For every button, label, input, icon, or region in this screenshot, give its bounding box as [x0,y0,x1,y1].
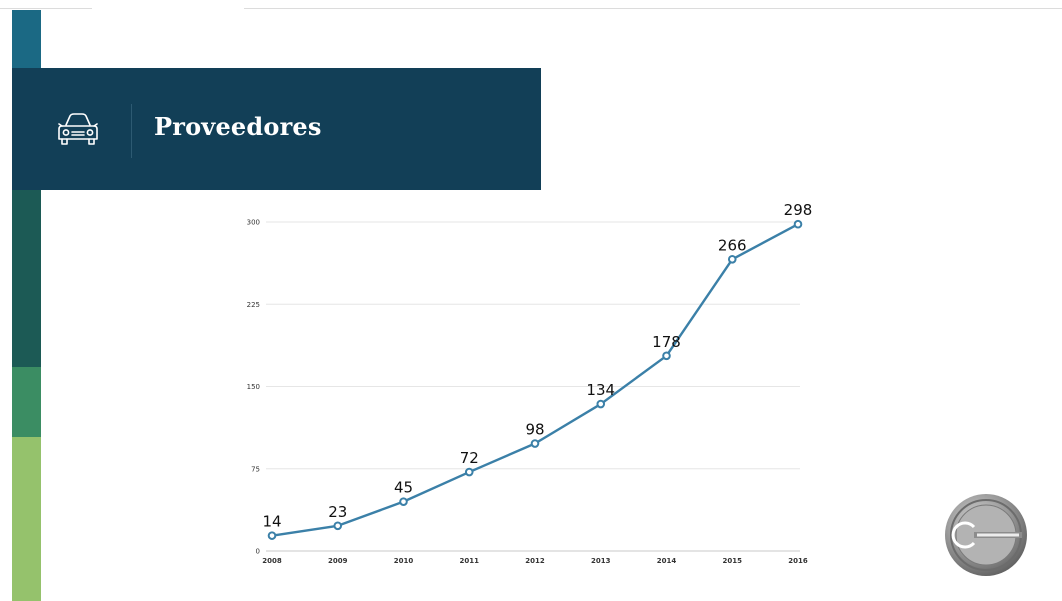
car-icon [56,111,100,151]
section-header: Proveedores [12,68,541,190]
x-tick-label: 2009 [328,557,348,565]
top-rule [0,8,1062,9]
company-seal-logo [944,493,1028,577]
y-tick-label: 75 [251,465,260,473]
sidebar-segment-3 [12,367,41,437]
header-divider [131,104,132,158]
data-point [464,467,474,477]
data-label: 298 [784,201,813,219]
x-tick-label: 2014 [657,557,677,565]
page-title: Proveedores [154,112,322,141]
x-tick-label: 2016 [788,557,808,565]
data-label: 72 [460,449,479,467]
data-point [727,254,737,264]
x-tick-label: 2012 [525,557,545,565]
data-label: 14 [262,513,281,531]
x-tick-label: 2010 [394,557,414,565]
sidebar-segment-2 [12,190,41,367]
data-label: 178 [652,333,681,351]
data-point [662,351,671,361]
data-point [530,439,540,448]
x-tick-label: 2013 [591,557,611,565]
data-label: 266 [718,236,747,254]
x-tick-label: 2011 [460,557,480,565]
data-point [793,219,803,229]
y-tick-label: 150 [247,383,260,391]
data-label: 45 [394,479,413,497]
sidebar-segment-4 [12,437,41,601]
data-label: 23 [328,503,347,521]
data-point [267,531,277,540]
series-line [271,223,799,537]
y-tick-label: 225 [247,301,260,309]
y-tick-label: 0 [256,548,260,556]
data-label: 134 [586,381,615,399]
data-point [333,521,343,531]
top-rule-gap [92,6,244,10]
data-point [596,399,606,409]
data-label: 98 [525,421,544,439]
data-point [399,497,408,506]
y-tick-label: 300 [247,219,260,227]
x-tick-label: 2015 [723,557,743,565]
x-tick-label: 2008 [262,557,282,565]
